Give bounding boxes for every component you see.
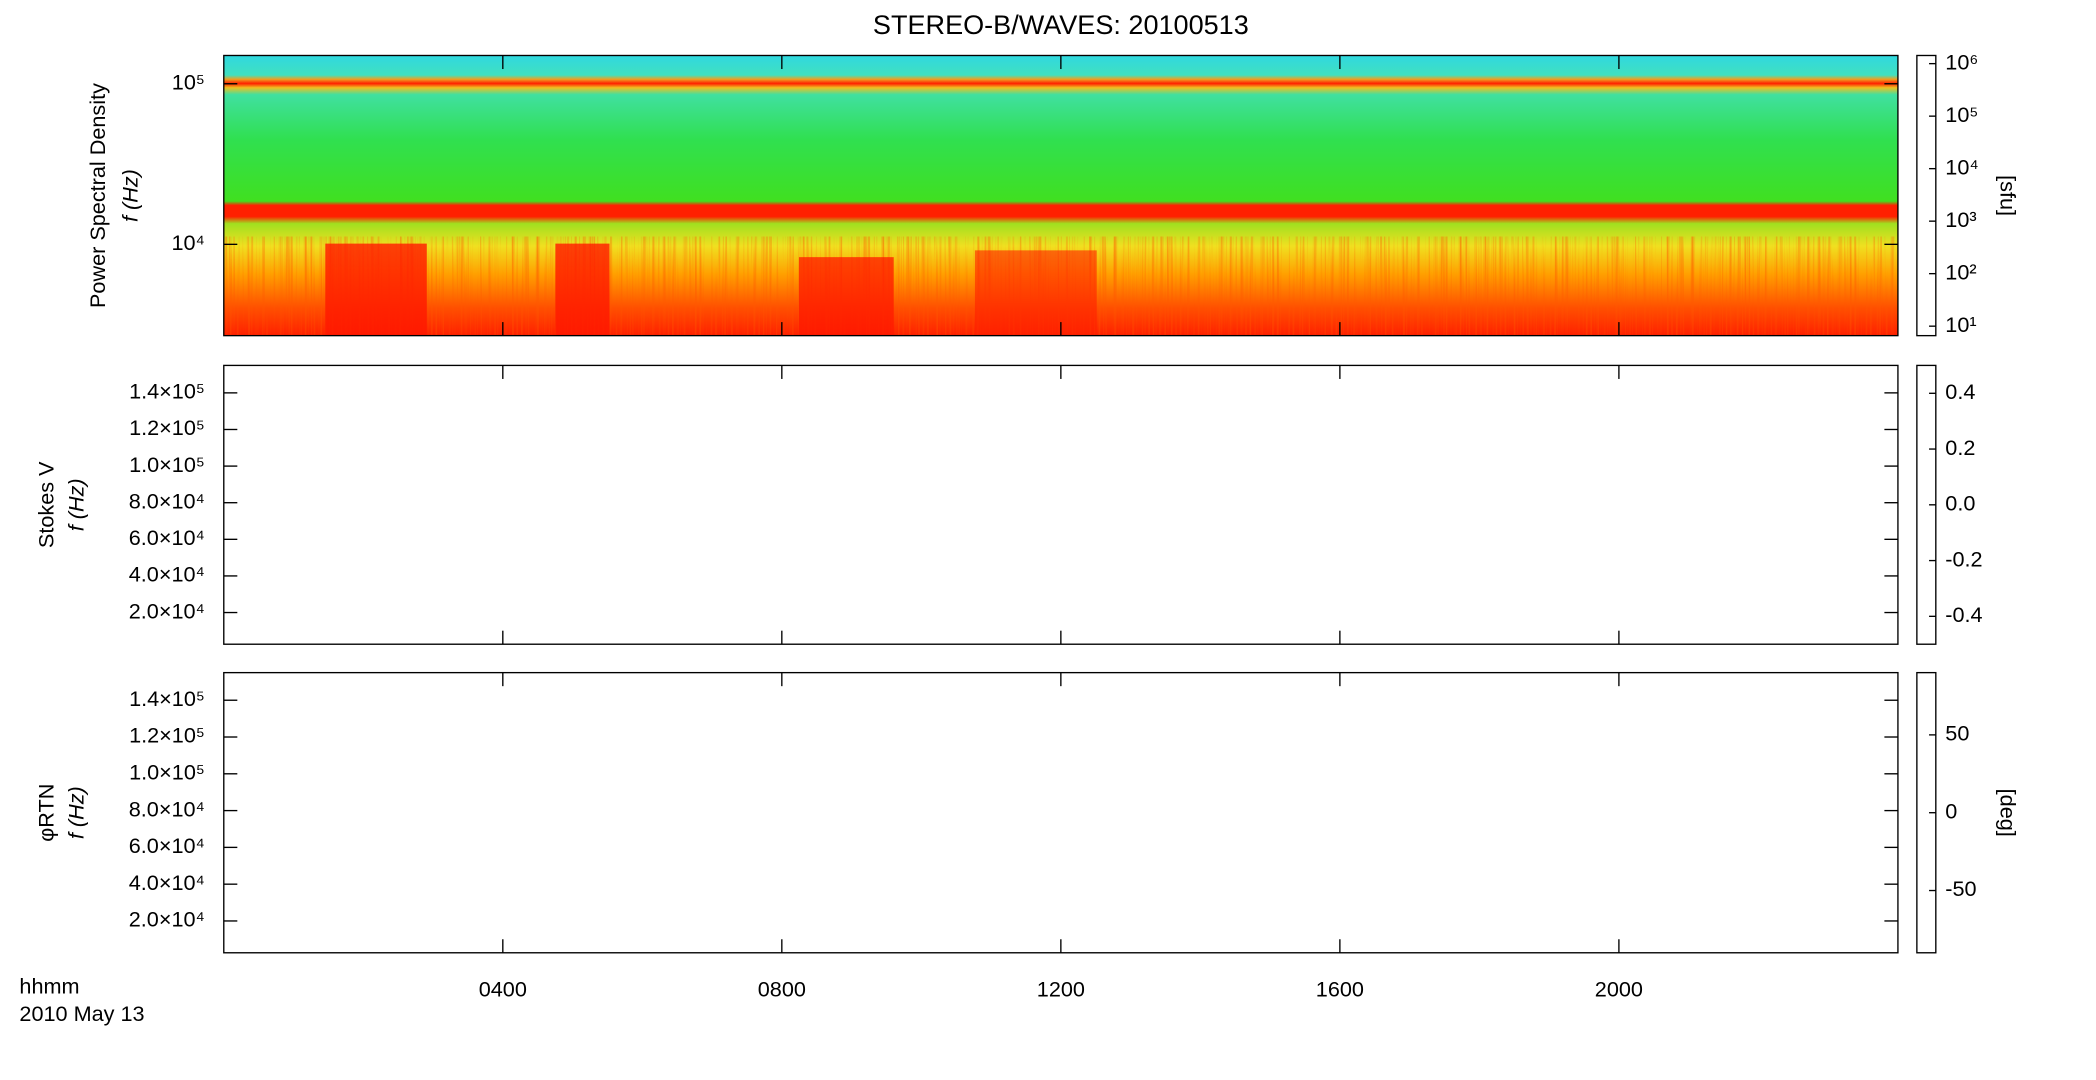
y-tick-label: 1.4×10⁵ [129,686,205,711]
x-tick-label: 2000 [1595,976,1643,1001]
y-tick-label: 1.0×10⁵ [129,452,205,477]
plot-frame [223,671,1899,954]
colorbar-tick-label: 0.0 [1945,491,1975,516]
x-axis-label: hhmm [19,974,79,999]
x-axis-date: 2010 May 13 [19,1001,144,1026]
colorbar-tick-label: 10³ [1945,207,1976,232]
y-tick-label: 4.0×10⁴ [129,562,205,587]
y-tick-label: 8.0×10⁴ [129,796,205,821]
y-tick-label: 6.0×10⁴ [129,525,205,550]
y-tick-label: 1.2×10⁵ [129,415,205,440]
colorbar-tick-label: -50 [1945,876,1976,901]
colorbar-tick-label: 50 [1945,721,1969,746]
spectrogram-image [223,55,1898,336]
plot-frame [223,364,1899,645]
y-axis-label: f (Hz) [117,169,142,222]
colorbar-tick-label: 10¹ [1945,312,1976,337]
x-tick-label: 1600 [1316,976,1364,1001]
colorbar-tick-label: 0.2 [1945,435,1975,460]
colorbar-label: [sfu] [1995,175,2020,216]
colorbar-tick-label: 0.4 [1945,379,1975,404]
y-tick-label: 1.2×10⁵ [129,723,205,748]
y-axis-label: f (Hz) [63,478,88,531]
y-tick-label: 8.0×10⁴ [129,488,205,513]
colorbar-tick-label: 10² [1945,259,1976,284]
chart-title: STEREO-B/WAVES: 20100513 [873,10,1249,40]
y-axis-label: Stokes V [34,461,59,548]
x-tick-label: 0400 [479,976,527,1001]
y-axis-label: Power Spectral Density [85,83,110,308]
colorbar-tick-label: 10⁵ [1945,102,1978,127]
y-tick-label: 1.0×10⁵ [129,760,205,785]
y-tick-label: 1.4×10⁵ [129,379,205,404]
colorbar-tick-label: 0 [1945,798,1957,823]
y-axis-label: f (Hz) [63,786,88,839]
x-tick-label: 0800 [758,976,806,1001]
y-tick-label: 6.0×10⁴ [129,833,205,858]
y-tick-label: 4.0×10⁴ [129,870,205,895]
y-tick-label: 10⁴ [171,230,204,255]
y-axis-label: φRTN [34,784,59,842]
y-tick-label: 2.0×10⁴ [129,907,205,932]
x-tick-label: 1200 [1037,976,1085,1001]
colorbar-tick-label: 10⁶ [1945,49,1978,74]
colorbar-label: [deg] [1995,789,2020,837]
colorbar-tick-label: -0.2 [1945,546,1982,571]
colorbar-tick-label: 10⁴ [1945,154,1978,179]
y-tick-label: 2.0×10⁴ [129,598,205,623]
colorbar-tick-label: -0.4 [1945,602,1982,627]
y-tick-label: 10⁵ [172,69,205,94]
